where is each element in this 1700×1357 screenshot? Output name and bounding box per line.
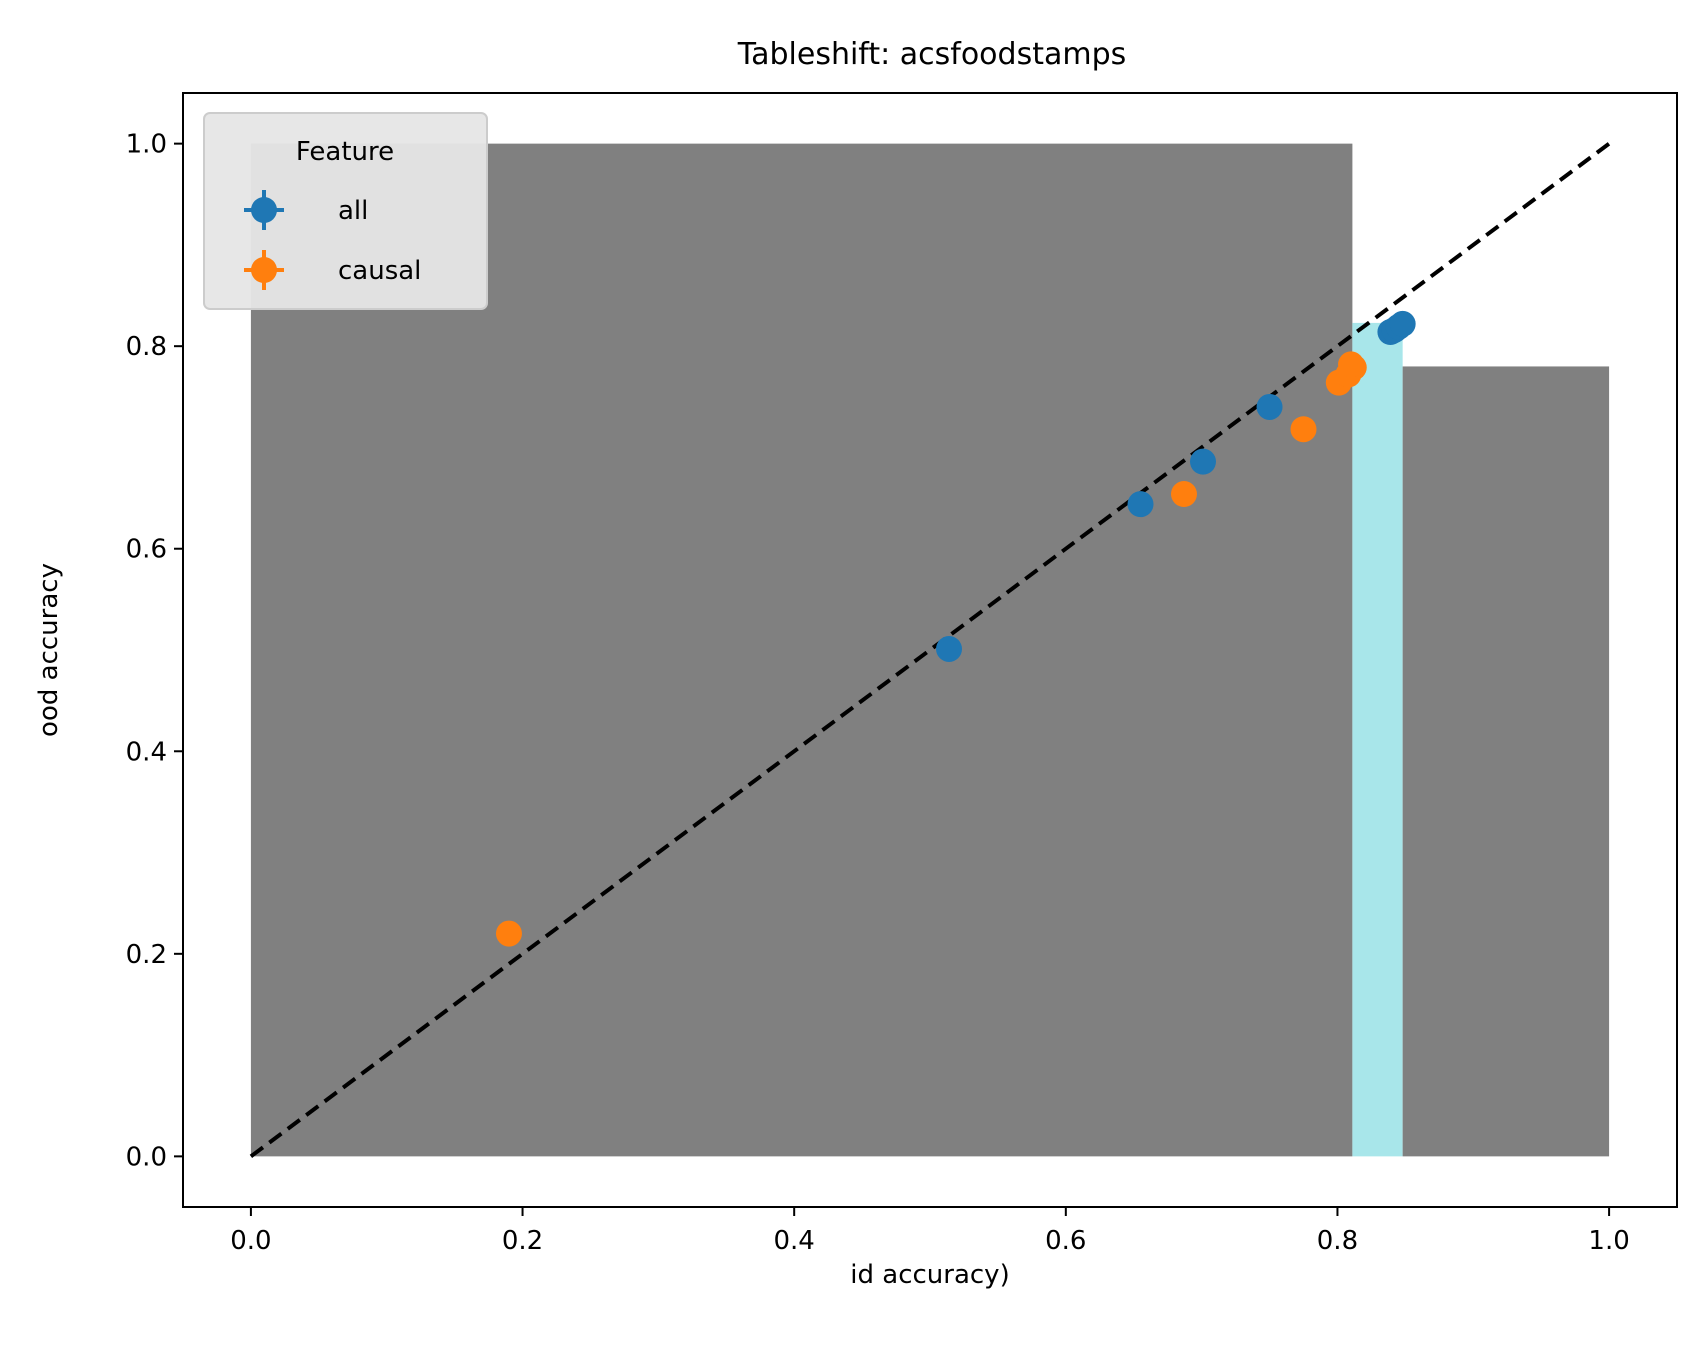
x-tick-label: 0.0 (230, 1226, 271, 1256)
x-tick-label: 0.4 (774, 1226, 815, 1256)
legend-label-causal: causal (338, 256, 421, 286)
y-axis-ticks: 0.0 0.2 0.4 0.6 0.8 1.0 (126, 130, 183, 1172)
y-tick-label: 0.4 (126, 737, 167, 767)
diagonal-reference-line (249, 142, 1611, 1158)
point-causal-0 (495, 920, 522, 947)
point-causal-2 (1290, 416, 1317, 443)
x-axis-label: id accuracy) (850, 1260, 1009, 1290)
diagonal-line (249, 142, 1611, 1158)
x-tick-label: 0.8 (1317, 1226, 1358, 1256)
y-tick-label: 0.0 (126, 1142, 167, 1172)
point-all-7 (1389, 310, 1416, 337)
x-tick-label: 0.2 (502, 1226, 543, 1256)
x-tick-label: 1.0 (1588, 1226, 1629, 1256)
legend-title: Feature (296, 137, 394, 167)
shaded-regions (250, 143, 1610, 1157)
x-tick-label: 0.6 (1045, 1226, 1086, 1256)
point-all-1 (1127, 491, 1154, 518)
x-axis-ticks: 0.0 0.2 0.4 0.6 0.8 1.0 (230, 1207, 1630, 1256)
legend: Feature all causal (203, 112, 488, 310)
chart-title: Tableshift: acsfoodstamps (737, 37, 1127, 72)
point-all-0 (936, 635, 963, 662)
shaded-region-2 (1402, 366, 1610, 1157)
shaded-region-0 (250, 143, 1353, 1157)
data-points (495, 310, 1416, 947)
y-tick-label: 0.2 (126, 940, 167, 970)
y-tick-label: 0.6 (126, 535, 167, 565)
legend-marker-causal (251, 257, 277, 283)
legend-box (203, 112, 488, 310)
point-causal-1 (1170, 481, 1197, 508)
point-all-2 (1189, 448, 1216, 475)
legend-marker-all (251, 197, 277, 223)
point-all-3 (1256, 393, 1283, 420)
legend-label-all: all (338, 196, 368, 226)
shaded-region-1 (1352, 322, 1403, 1157)
point-causal-6 (1338, 351, 1365, 378)
y-tick-label: 0.8 (126, 332, 167, 362)
y-axis-label: ood accuracy (34, 563, 64, 737)
y-tick-label: 1.0 (126, 130, 167, 160)
axes-frame (182, 92, 1678, 1208)
